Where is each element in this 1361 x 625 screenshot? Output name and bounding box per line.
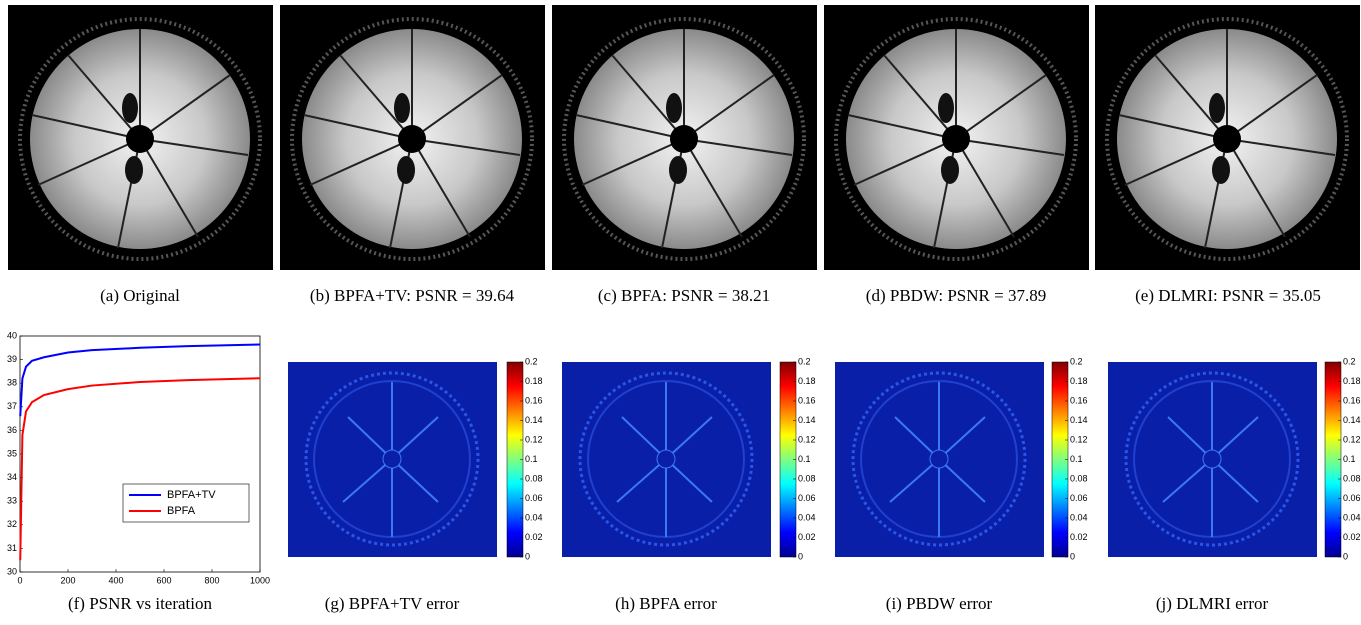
colorbar-tick-label: 0.06 — [1070, 493, 1088, 503]
colorbar-tick-label: 0.14 — [1343, 415, 1361, 425]
x-tick-label: 0 — [17, 575, 22, 585]
y-tick-label: 38 — [7, 378, 17, 388]
colorbar-tick-label: 0.18 — [798, 376, 816, 386]
colorbar-tick-label: 0.04 — [525, 512, 543, 522]
caption: (i) PBDW error — [886, 594, 993, 613]
caption: (d) PBDW: PSNR = 37.89 — [866, 286, 1046, 305]
colorbar-tick-label: 0.02 — [525, 532, 543, 542]
y-tick-label: 39 — [7, 354, 17, 364]
image-bpfa — [552, 5, 817, 270]
colorbar-tick-label: 0.18 — [525, 376, 543, 386]
image-pbdw — [824, 5, 1089, 270]
x-tick-label: 200 — [60, 575, 75, 585]
colorbar-tick-label: 0.12 — [1070, 434, 1088, 444]
y-tick-label: 34 — [7, 472, 17, 482]
y-tick-label: 40 — [7, 330, 17, 340]
legend-label: BPFA — [167, 505, 196, 517]
colorbar-tick-label: 0.16 — [798, 395, 816, 405]
colorbar-tick-label: 0.12 — [798, 434, 816, 444]
x-tick-label: 400 — [108, 575, 123, 585]
figure: (a) Original (b) BPFA+TV: PSNR = 39.64 (c)… — [0, 0, 1361, 620]
colorbar-tick-label: 0.2 — [1343, 356, 1356, 366]
colorbar-tick-label: 0.16 — [525, 395, 543, 405]
y-tick-label: 37 — [7, 401, 17, 411]
colorbar-tick-label: 0 — [1070, 551, 1075, 561]
colorbar-tick-label: 0.18 — [1343, 376, 1361, 386]
caption: (a) Original — [100, 286, 180, 305]
image-bpfa-tv — [280, 5, 545, 270]
colorbar-tick-label: 0 — [525, 551, 530, 561]
y-tick-label: 30 — [7, 566, 17, 576]
x-tick-label: 1000 — [250, 575, 270, 585]
caption: (g) BPFA+TV error — [325, 594, 460, 613]
image-original — [8, 5, 273, 270]
colorbar-tick-label: 0.02 — [1343, 532, 1361, 542]
x-tick-label: 600 — [156, 575, 171, 585]
colorbar-tick-label: 0.14 — [798, 415, 816, 425]
colorbar-tick-label: 0.02 — [1070, 532, 1088, 542]
y-tick-label: 35 — [7, 448, 17, 458]
colorbar-tick-label: 0.1 — [1343, 454, 1356, 464]
caption: (j) DLMRI error — [1156, 594, 1269, 613]
colorbar-tick-label: 0.16 — [1070, 395, 1088, 405]
colorbar-tick-label: 0.06 — [1343, 493, 1361, 503]
colorbar-tick-label: 0 — [1343, 551, 1348, 561]
colorbar-tick-label: 0.08 — [798, 473, 816, 483]
y-tick-label: 32 — [7, 519, 17, 529]
caption: (b) BPFA+TV: PSNR = 39.64 — [310, 286, 515, 305]
error-map — [562, 362, 771, 557]
caption: (c) BPFA: PSNR = 38.21 — [598, 286, 770, 305]
colorbar-tick-label: 0.12 — [525, 434, 543, 444]
colorbar-tick-label: 0.06 — [798, 493, 816, 503]
image-dlmri — [1095, 5, 1360, 270]
caption: (f) PSNR vs iteration — [68, 594, 213, 613]
colorbar-tick-label: 0.08 — [1343, 473, 1361, 483]
colorbar-tick-label: 0.04 — [1070, 512, 1088, 522]
plot-area — [20, 336, 260, 572]
colorbar-tick-label: 0.12 — [1343, 434, 1361, 444]
colorbar-tick-label: 0.18 — [1070, 376, 1088, 386]
colorbar-tick-label: 0.06 — [525, 493, 543, 503]
colorbar-tick-label: 0.14 — [525, 415, 543, 425]
colorbar-tick-label: 0.04 — [1343, 512, 1361, 522]
colorbar-tick-label: 0.04 — [798, 512, 816, 522]
colorbar-tick-label: 0.2 — [525, 356, 538, 366]
caption: (h) BPFA error — [615, 594, 717, 613]
colorbar-tick-label: 0.08 — [525, 473, 543, 483]
legend-label: BPFA+TV — [167, 489, 216, 501]
caption: (e) DLMRI: PSNR = 35.05 — [1135, 286, 1321, 305]
y-tick-label: 33 — [7, 496, 17, 506]
y-tick-label: 36 — [7, 425, 17, 435]
page: (a) Original (b) BPFA+TV: PSNR = 39.64 (c)… — [0, 0, 1361, 625]
colorbar-tick-label: 0.2 — [798, 356, 811, 366]
colorbar-tick-label: 0.02 — [798, 532, 816, 542]
colorbar-tick-label: 0 — [798, 551, 803, 561]
colorbar-tick-label: 0.16 — [1343, 395, 1361, 405]
colorbar-tick-label: 0.1 — [1070, 454, 1083, 464]
colorbar-tick-label: 0.2 — [1070, 356, 1083, 366]
y-tick-label: 31 — [7, 543, 17, 553]
colorbar-tick-label: 0.1 — [798, 454, 811, 464]
colorbar-tick-label: 0.14 — [1070, 415, 1088, 425]
error-map — [835, 362, 1044, 557]
x-tick-label: 800 — [204, 575, 219, 585]
error-map — [288, 362, 497, 557]
colorbar-tick-label: 0.08 — [1070, 473, 1088, 483]
error-map — [1108, 362, 1317, 557]
colorbar-tick-label: 0.1 — [525, 454, 538, 464]
